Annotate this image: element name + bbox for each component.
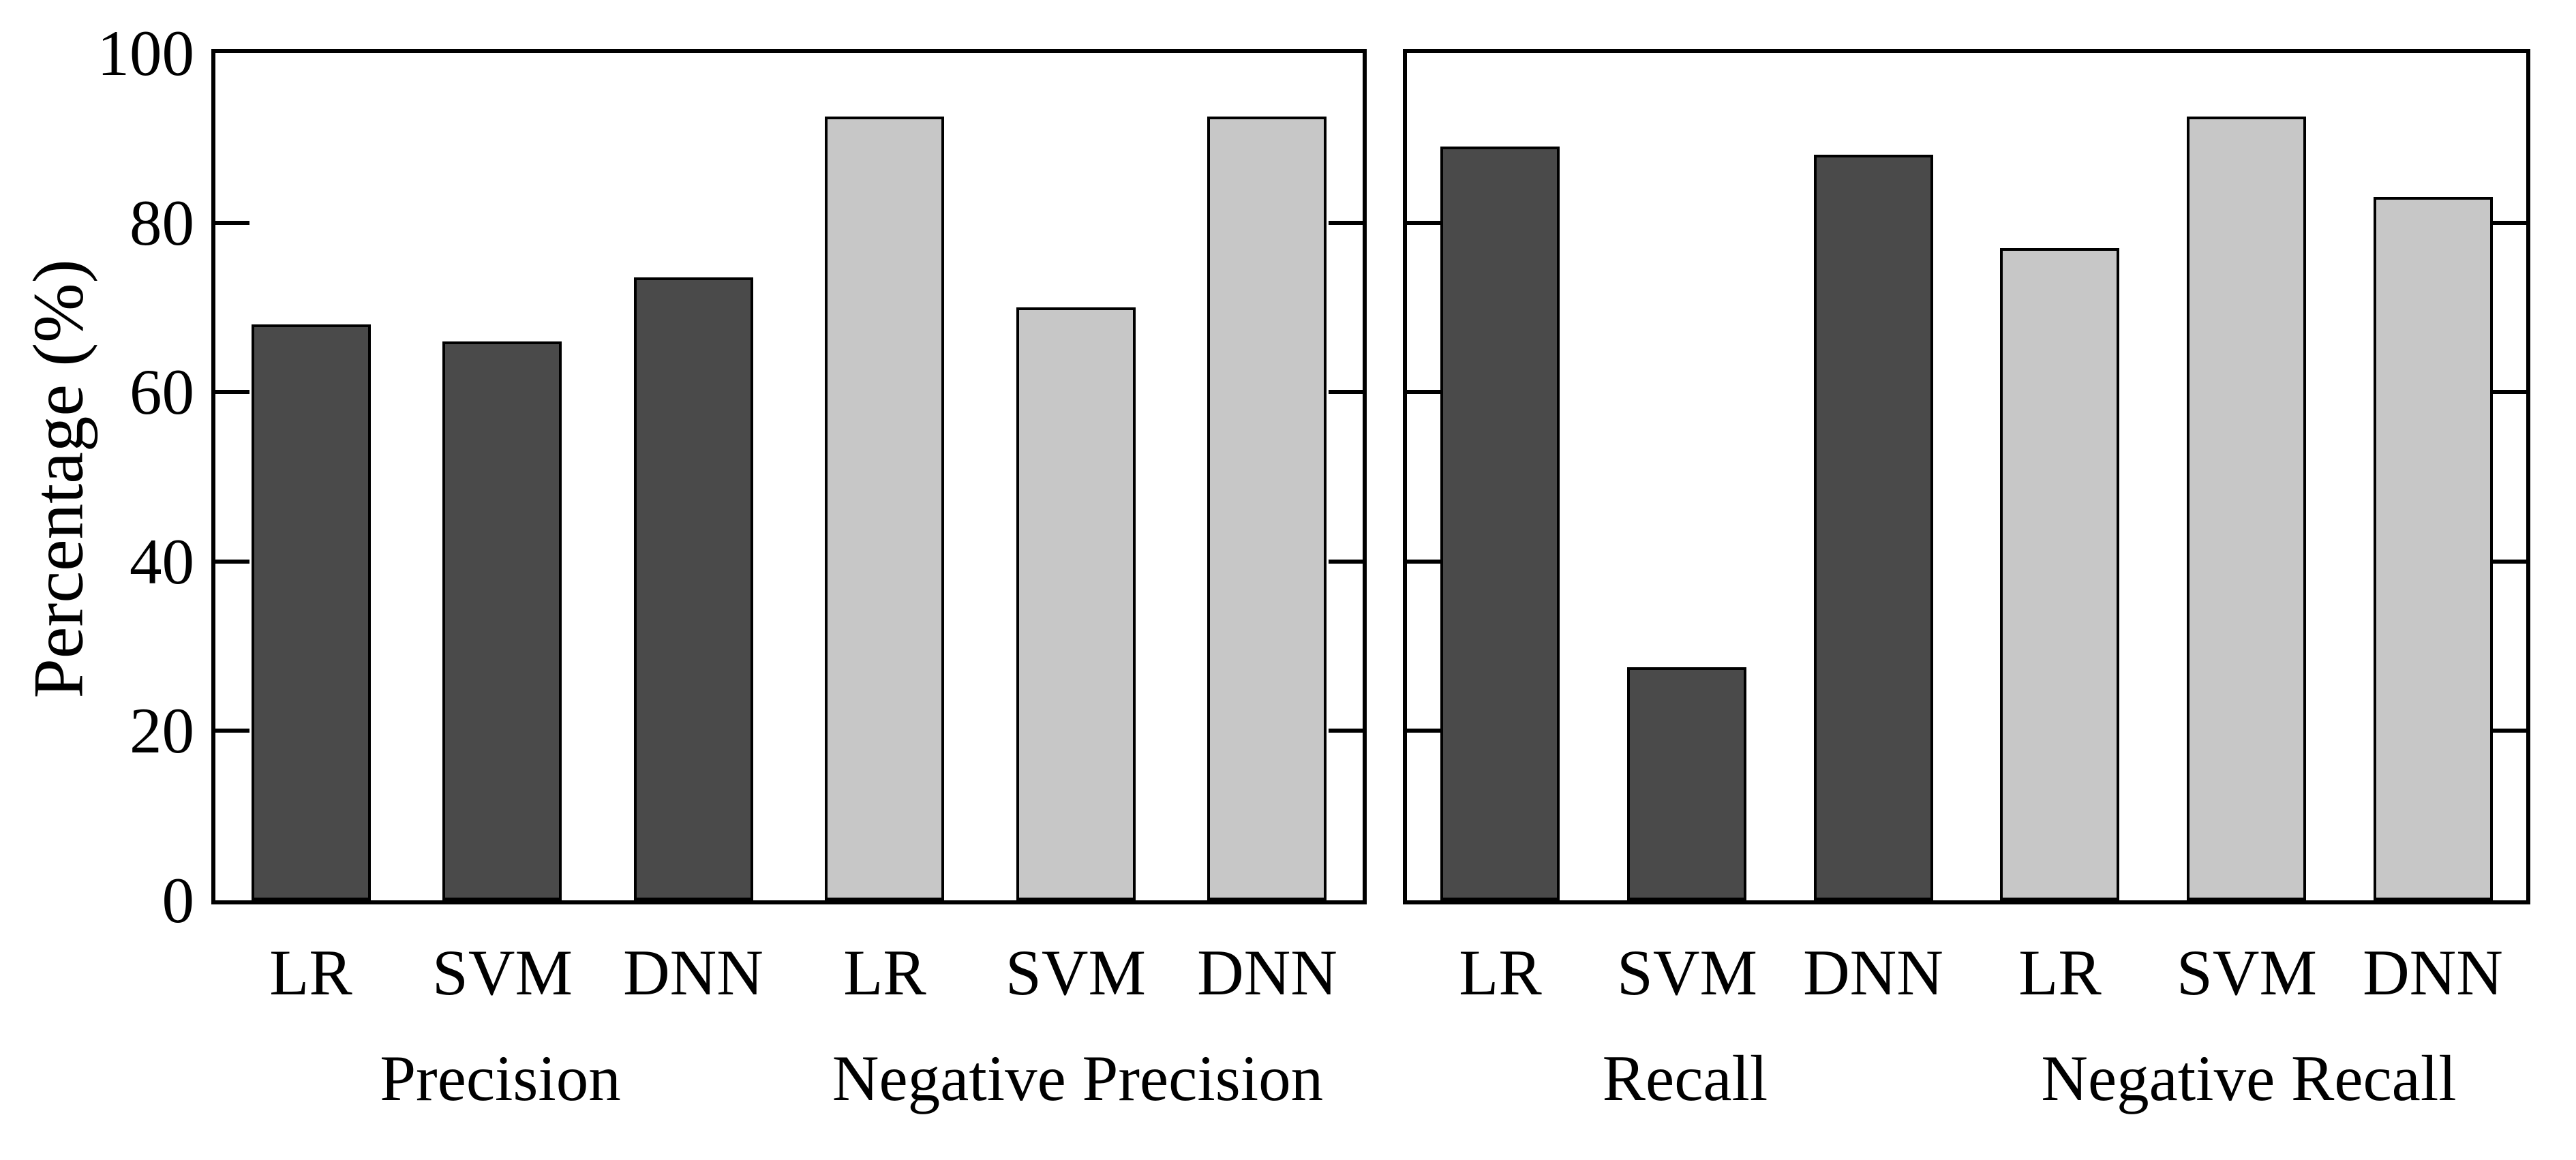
y-tick-mark (1407, 221, 1441, 225)
y-tick-label: 40 (130, 525, 194, 598)
y-tick-label: 100 (97, 17, 195, 89)
y-tick-label: 60 (130, 356, 194, 428)
y-tick-mark (1407, 560, 1441, 564)
x-tick-label: SVM (1617, 936, 1757, 1009)
y-tick-mark (1329, 560, 1363, 564)
group-label-precision: Precision (380, 1042, 621, 1114)
x-tick-label: LR (843, 936, 926, 1009)
bar-recall-lr (1440, 147, 1560, 900)
y-tick-mark (215, 560, 249, 564)
bar-precision-svm (442, 341, 562, 900)
x-tick-label: DNN (1197, 936, 1337, 1009)
y-tick-mark (1329, 221, 1363, 225)
y-tick-mark (1329, 729, 1363, 733)
y-tick-mark (1407, 729, 1441, 733)
bar-negative-recall-lr (2000, 248, 2119, 900)
bar-negative-precision-lr (825, 117, 944, 900)
group-label-recall: Recall (1602, 1042, 1768, 1114)
bar-precision-lr (252, 324, 371, 900)
right-panel-recall (1403, 49, 2530, 904)
y-tick-mark (215, 390, 249, 394)
y-tick-mark (2492, 221, 2526, 225)
y-tick-mark (215, 729, 249, 733)
y-tick-mark (1407, 390, 1441, 394)
group-label-negative-recall: Negative Recall (2041, 1042, 2457, 1114)
x-tick-label: LR (2018, 936, 2102, 1009)
y-tick-label: 20 (130, 695, 194, 767)
x-tick-label: DNN (623, 936, 763, 1009)
x-tick-label: LR (1459, 936, 1542, 1009)
y-tick-label: 80 (130, 187, 194, 259)
bar-recall-dnn (1814, 155, 1933, 900)
x-tick-label: DNN (1803, 936, 1943, 1009)
y-tick-mark (2492, 729, 2526, 733)
bar-negative-recall-svm (2187, 117, 2306, 900)
y-tick-mark (2492, 390, 2526, 394)
y-axis-title: Percentage (%) (18, 259, 98, 699)
x-tick-label: SVM (432, 936, 573, 1009)
left-panel-precision (211, 49, 1367, 904)
x-tick-label: SVM (2177, 936, 2317, 1009)
y-tick-mark (215, 221, 249, 225)
y-tick-label: 0 (162, 864, 195, 936)
group-label-negative-precision: Negative Precision (832, 1042, 1324, 1114)
bar-negative-precision-dnn (1207, 117, 1327, 900)
bar-precision-dnn (634, 277, 753, 900)
y-tick-mark (2492, 560, 2526, 564)
x-tick-label: LR (269, 936, 352, 1009)
bar-negative-recall-dnn (2374, 197, 2493, 900)
x-tick-label: SVM (1005, 936, 1146, 1009)
bar-recall-svm (1627, 667, 1746, 900)
y-tick-mark (1329, 390, 1363, 394)
bar-negative-precision-svm (1016, 307, 1136, 900)
x-tick-label: DNN (2363, 936, 2503, 1009)
